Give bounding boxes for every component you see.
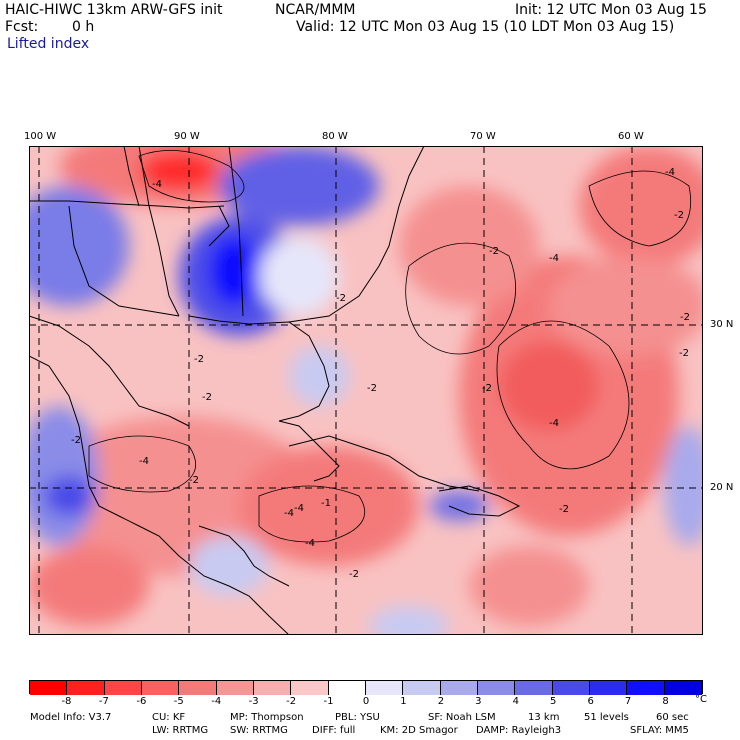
contour-label: -2 [559,504,569,515]
footer-resolution: 13 km [528,712,560,723]
forecast-hour: 0 h [72,19,95,35]
colorbar [29,680,703,695]
contour-label: -2 [71,435,81,446]
colorbar-swatch [589,681,628,695]
colorbar-tick-label: -2 [286,696,297,707]
org-label: NCAR/MMM [275,2,356,18]
contour-label: -2 [336,293,346,304]
colorbar-tick-label: 2 [437,696,445,707]
colorbar-swatch [253,681,292,695]
colorbar-swatch [627,681,665,695]
colorbar-tick-label: 3 [475,696,482,707]
colorbar-tick-label: 4 [512,696,519,707]
colorbar-unit: °C [695,694,707,705]
lon-label-80w: 80 W [322,131,348,142]
colorbar-swatch [552,681,590,695]
lon-label-90w: 90 W [174,131,200,142]
colorbar-tick-label: -7 [98,696,109,707]
lon-label-100w: 100 W [24,131,57,142]
contour-label: -2 [189,475,199,486]
colorbar-tick-label: 6 [587,696,594,707]
colorbar-tick-label: -4 [211,696,222,707]
colorbar-tick-label: -6 [136,696,147,707]
forecast-label: Fcst: [5,19,39,35]
contour-label: -4 [152,179,162,190]
footer-levels: 51 levels [584,712,629,723]
init-time: Init: 12 UTC Mon 03 Aug 15 [515,2,707,18]
colorbar-swatch [403,681,441,695]
contour-label: -2 [194,354,204,365]
footer-sf: SF: Noah LSM [428,712,496,723]
colorbar-swatch [365,681,404,695]
colorbar-tick-label: 5 [550,696,557,707]
colorbar-tick-label: 8 [662,696,669,707]
contour-label: -2 [680,312,690,323]
footer-sw: SW: RRTMG [230,725,288,736]
footer-timestep: 60 sec [656,712,689,723]
contour-label: -2 [367,383,377,394]
contour-label: -2 [489,246,499,257]
colorbar-swatch [67,681,105,695]
contour-label: -2 [482,383,492,394]
footer-km: KM: 2D Smagor [380,725,458,736]
footer-sflay: SFLAY: MM5 [630,725,689,736]
footer-model-info: Model Info: V3.7 [30,712,112,723]
lon-label-60w: 60 W [618,131,644,142]
contour-label: -4 [294,503,304,514]
footer-damp: DAMP: Rayleigh3 [476,725,562,736]
contour-label: -2 [679,348,689,359]
colorbar-swatch [291,681,329,695]
contour-label: -4 [284,508,294,519]
colorbar-swatch [216,681,254,695]
colorbar-tick-label: 7 [624,696,632,707]
footer-mp: MP: Thompson [230,712,304,723]
contour-label: -2 [202,392,212,403]
colorbar-tick-label: -5 [173,696,184,707]
footer-pbl: PBL: YSU [335,712,380,723]
colorbar-swatch [30,681,68,695]
model-title: HAIC-HIWC 13km ARW-GFS init [5,2,223,18]
colorbar-tick-label: 0 [362,696,370,707]
colorbar-swatch [328,681,366,695]
colorbar-swatch [141,681,180,695]
contour-label: -2 [349,569,359,580]
lat-label-30n: 30 N [710,319,734,330]
footer-diff: DIFF: full [312,725,356,736]
footer-cu: CU: KF [152,712,186,723]
colorbar-swatch [515,681,553,695]
colorbar-swatch [664,681,702,695]
contour-label: -4 [665,167,675,178]
colorbar-swatch [477,681,516,695]
colorbar-tick-label: -8 [61,696,72,707]
contour-label: -4 [139,456,149,467]
contour-label: -4 [305,538,315,549]
colorbar-tick-label: 1 [400,696,407,707]
lat-lon-grid [29,146,703,635]
lifted-index-map: -4 -2 -2 -2 -4 -4 -2 -2 -2 -2 -4 -4 -4 -… [29,146,703,635]
contour-label: -4 [549,418,559,429]
lon-label-70w: 70 W [470,131,496,142]
contour-label-group: -4 -2 -2 -2 -4 -4 -2 -2 -2 -2 -4 -4 -4 -… [71,167,690,580]
valid-time: Valid: 12 UTC Mon 03 Aug 15 (10 LDT Mon … [296,19,675,35]
colorbar-tick-label: -3 [248,696,259,707]
map-frame [29,146,703,635]
coastlines [29,146,521,635]
colorbar-tick-label: -1 [323,696,334,707]
contour-label: -4 [549,253,559,264]
footer-lw: LW: RRTMG [152,725,209,736]
contour-label: -2 [674,210,684,221]
field-name: Lifted index [7,36,90,52]
colorbar-swatch [104,681,142,695]
contours [88,150,691,543]
lat-label-20n: 20 N [710,482,734,493]
colorbar-swatch [179,681,217,695]
colorbar-swatch [440,681,478,695]
contour-label: -1 [321,498,331,509]
